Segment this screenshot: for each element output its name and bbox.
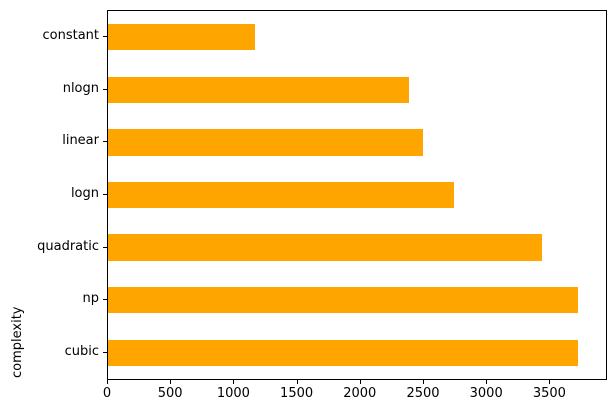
plot-area — [107, 10, 607, 380]
xtick-label-1000: 1000 — [216, 386, 250, 401]
bar-nlogn — [108, 76, 409, 103]
xtick-label-2000: 2000 — [343, 386, 377, 401]
xtick-label-2500: 2500 — [406, 386, 440, 401]
ytick-label-np: np — [82, 291, 100, 307]
xtick-mark — [422, 380, 424, 384]
xtick-mark — [296, 380, 298, 384]
xtick-label-500: 500 — [157, 386, 183, 401]
xtick-mark — [170, 380, 172, 384]
ytick-label-linear: linear — [62, 133, 99, 149]
ytick-mark — [103, 246, 107, 248]
xtick-mark — [549, 380, 551, 384]
ytick-label-logn: logn — [70, 186, 99, 201]
xtick-label-3000: 3000 — [469, 386, 503, 401]
bar-logn — [108, 181, 455, 209]
bar-cubic — [108, 339, 579, 366]
ytick-label-constant: constant — [42, 28, 99, 44]
xtick-mark — [107, 380, 108, 384]
ytick-label-nlogn: nlogn — [62, 80, 99, 96]
bar-constant — [108, 24, 255, 51]
bar-linear — [108, 129, 423, 156]
ytick-mark — [103, 36, 107, 38]
xtick-label-1500: 1500 — [280, 386, 314, 401]
bar-np — [108, 287, 579, 314]
ytick-mark — [103, 141, 107, 143]
xtick-mark — [486, 380, 488, 384]
xtick-mark — [233, 380, 235, 384]
xtick-label-3500: 3500 — [532, 386, 566, 401]
ytick-mark — [103, 351, 107, 353]
ytick-mark — [103, 194, 107, 195]
ytick-mark — [103, 88, 107, 90]
ytick-mark — [103, 299, 107, 301]
xtick-mark — [359, 380, 361, 384]
bar-quadratic — [108, 234, 542, 261]
ytick-label-cubic: cubic — [64, 343, 99, 359]
xtick-label-0: 0 — [102, 386, 112, 401]
ytick-label-quadratic: quadratic — [37, 238, 99, 254]
